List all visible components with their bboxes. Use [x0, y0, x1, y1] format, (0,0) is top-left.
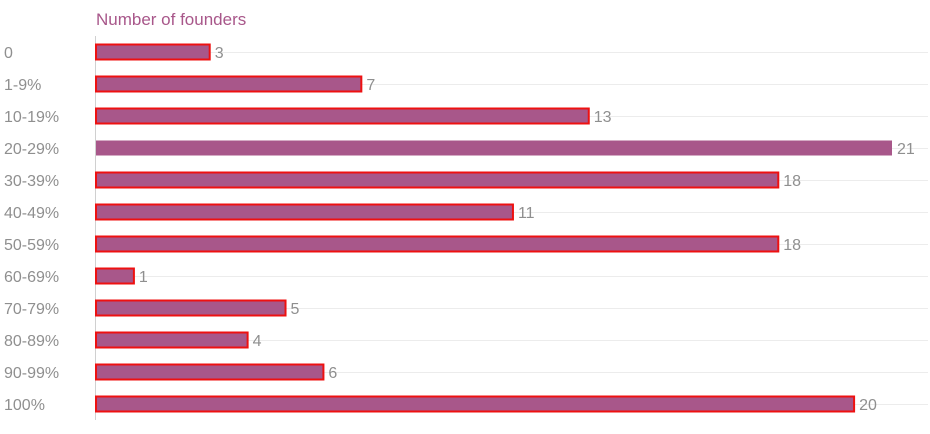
value-label: 7: [366, 77, 375, 94]
bar-60-69%: [95, 267, 135, 285]
value-label: 4: [253, 333, 262, 350]
value-label: 18: [783, 173, 801, 190]
category-label: 50-59%: [4, 237, 59, 254]
grid-lines: [96, 52, 928, 405]
category-label: 90-99%: [4, 365, 59, 382]
value-label: 13: [594, 109, 612, 126]
value-label: 21: [897, 141, 915, 158]
value-label: 3: [215, 45, 224, 62]
bar-70-79%: [95, 299, 287, 317]
value-label: 11: [518, 205, 535, 222]
category-label: 60-69%: [4, 269, 59, 286]
category-label: 1-9%: [4, 77, 41, 94]
category-label: 80-89%: [4, 333, 59, 350]
bar-90-99%: [95, 363, 325, 381]
bars: [95, 43, 892, 413]
value-label: 20: [859, 397, 877, 414]
bar-20-29%: [96, 140, 892, 156]
bar-1-9%: [95, 75, 363, 93]
bar-50-59%: [95, 235, 780, 253]
category-label: 100%: [4, 397, 45, 414]
category-label: 10-19%: [4, 109, 59, 126]
bar-10-19%: [95, 107, 590, 125]
chart-title: Number of founders: [96, 10, 246, 29]
category-label: 30-39%: [4, 173, 59, 190]
bar-30-39%: [95, 171, 780, 189]
bar-80-89%: [95, 331, 249, 349]
category-label: 0: [4, 45, 13, 62]
value-label: 6: [328, 365, 337, 382]
category-labels: 0 1-9% 10-19% 20-29% 30-39% 40-49% 50-59% 60-69…: [4, 45, 59, 414]
value-label: 18: [783, 237, 801, 254]
value-labels: 3 7 13 21 18 11 18 1 5 4 6 20: [139, 45, 915, 414]
category-label: 70-79%: [4, 301, 59, 318]
value-label: 1: [139, 269, 148, 286]
bar-100%: [95, 395, 856, 413]
bar-0: [95, 43, 211, 61]
bar-40-49%: [95, 203, 514, 221]
category-label: 20-29%: [4, 141, 59, 158]
category-label: 40-49%: [4, 205, 59, 222]
value-label: 5: [291, 301, 300, 318]
